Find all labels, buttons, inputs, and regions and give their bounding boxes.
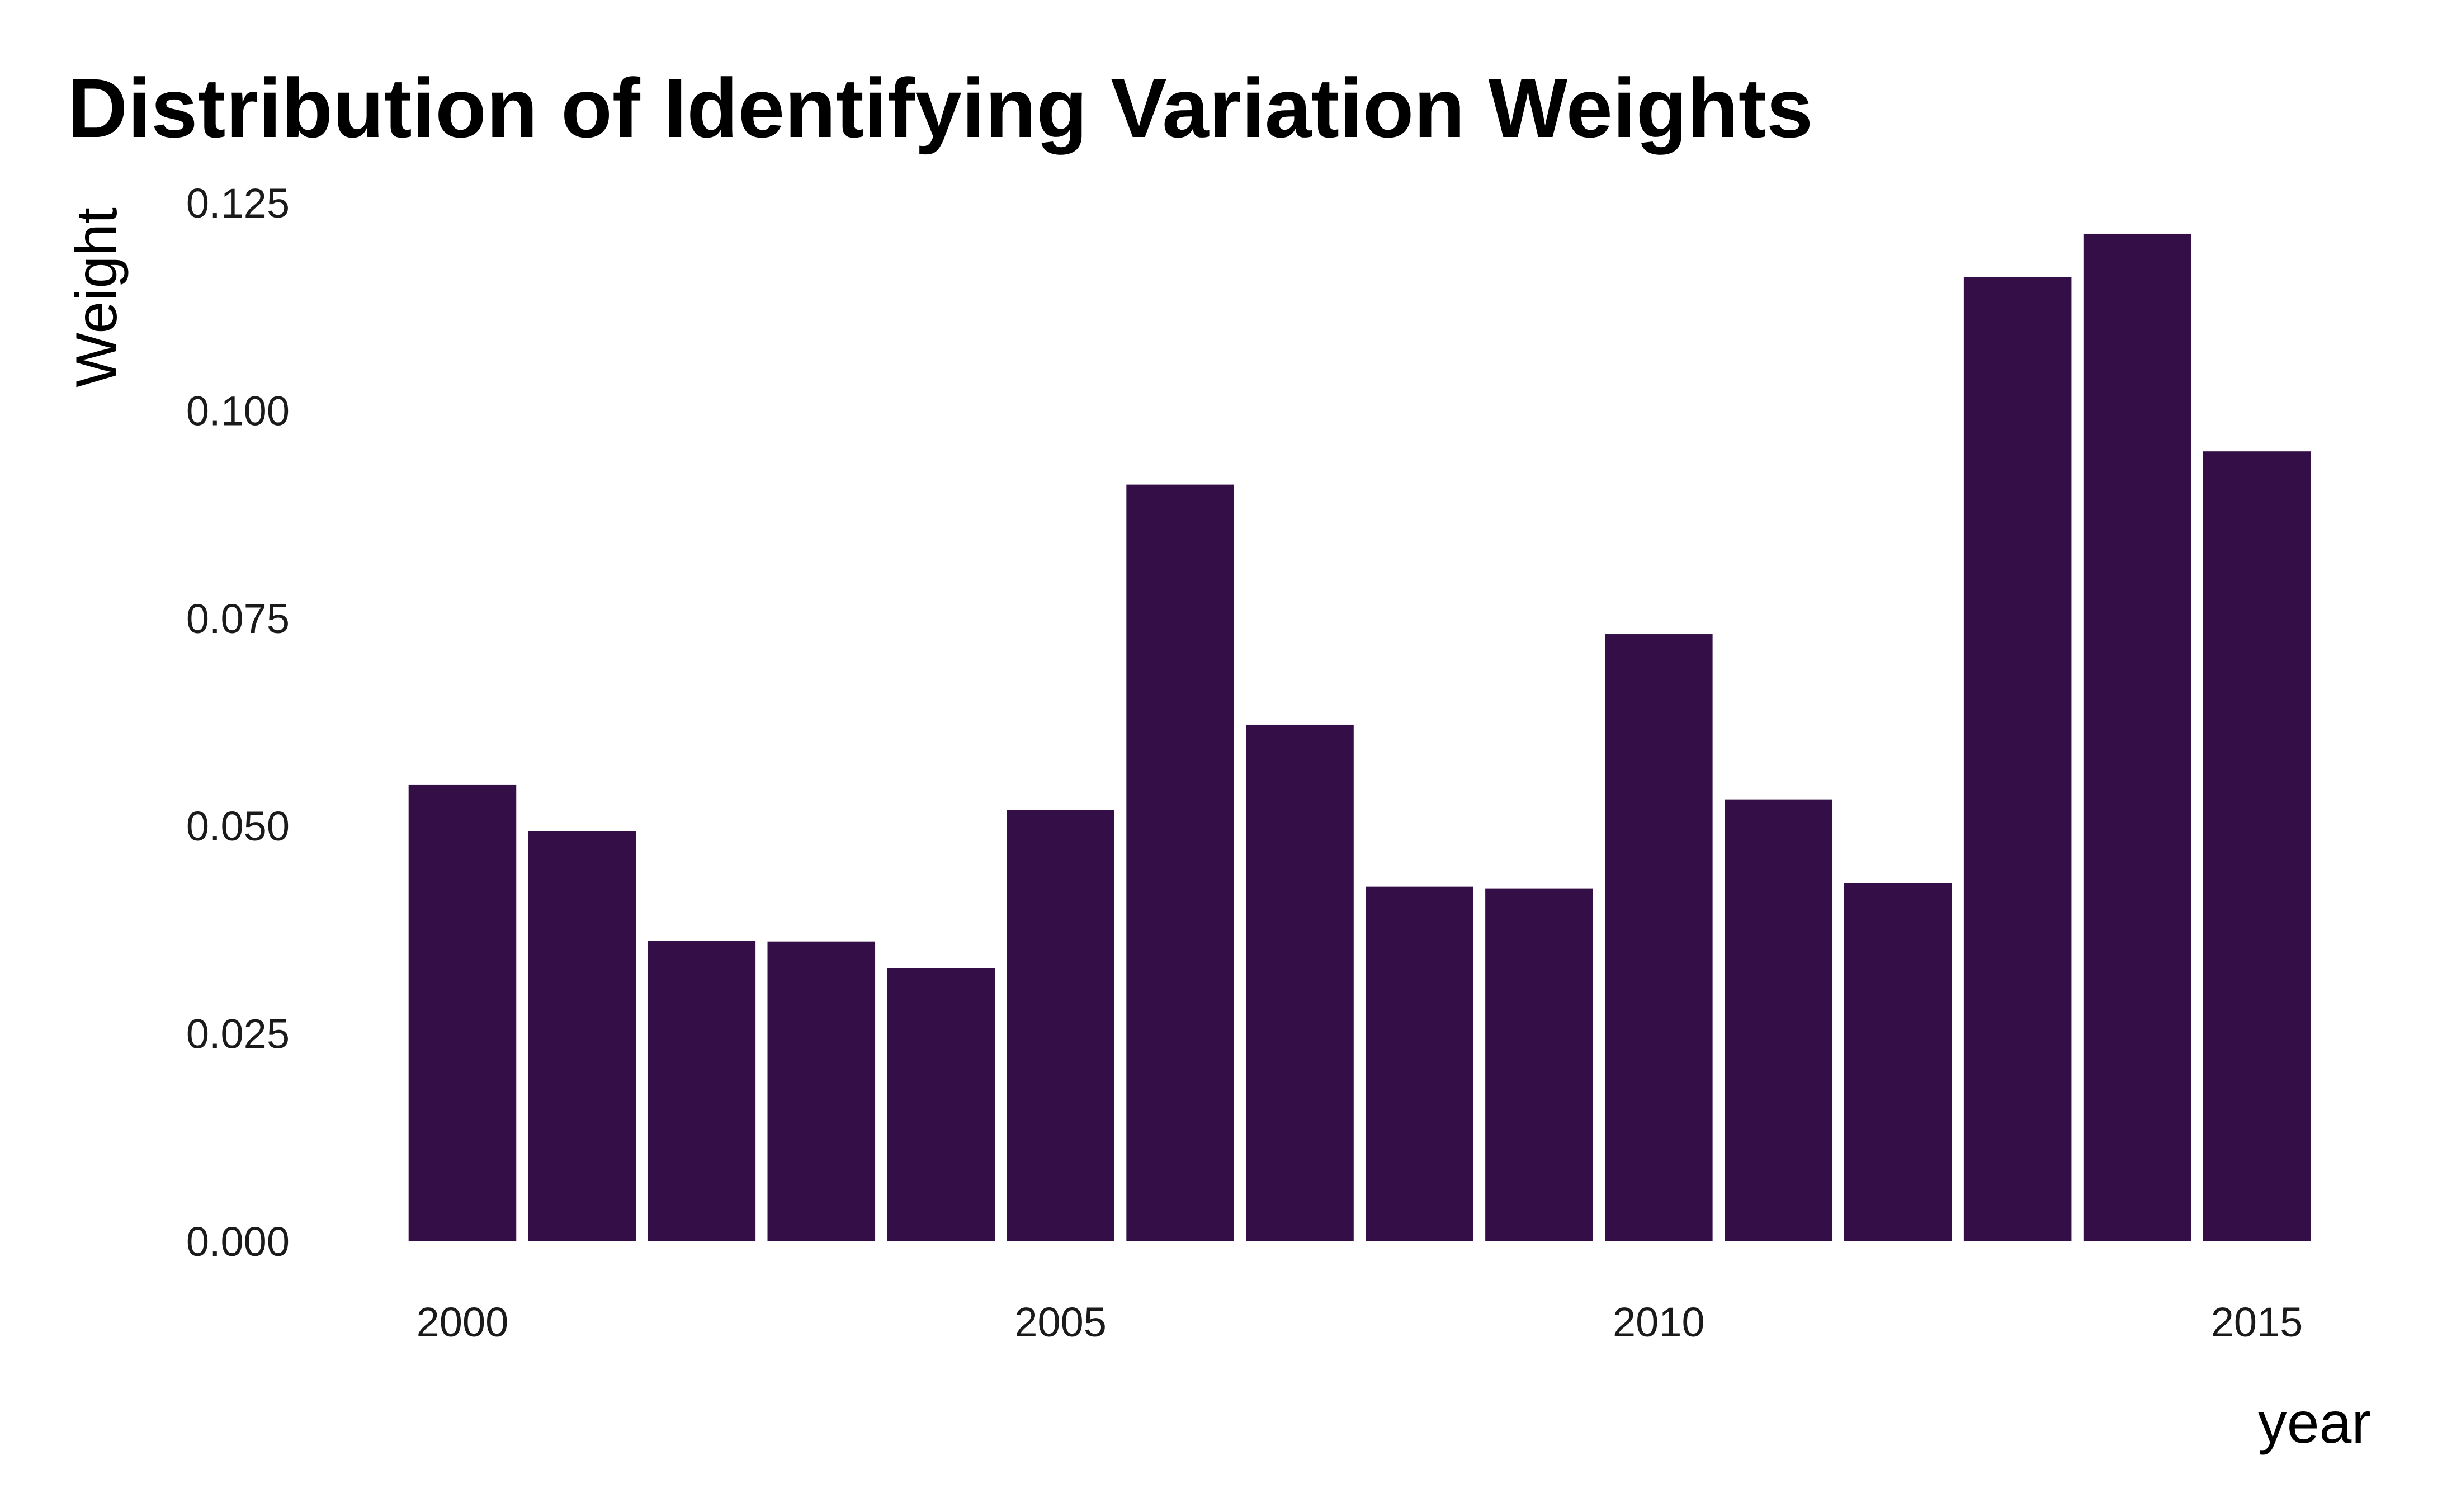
bar-2006: [1126, 484, 1234, 1241]
x-axis-title: year: [2258, 1391, 2371, 1456]
bar-2011: [1725, 799, 1832, 1241]
bar-2010: [1605, 634, 1713, 1241]
bars: [408, 233, 2311, 1242]
y-tick-label: 0.025: [186, 1011, 290, 1057]
bar-2008: [1366, 886, 1473, 1241]
bar-2001: [528, 831, 636, 1241]
x-tick-label: 2005: [1014, 1299, 1107, 1345]
x-tick-label: 2000: [417, 1299, 509, 1345]
x-axis-ticks: 2000 2005 2010 2015: [417, 1299, 2303, 1345]
y-tick-label: 0.050: [186, 803, 290, 849]
bar-2012: [1844, 883, 1952, 1241]
x-tick-label: 2015: [2211, 1299, 2303, 1345]
bar-2003: [767, 941, 876, 1241]
bar-2009: [1485, 888, 1593, 1241]
y-tick-label: 0.125: [186, 180, 290, 226]
bar-2000: [408, 784, 517, 1241]
chart-title: Distribution of Identifying Variation We…: [67, 61, 1813, 155]
bar-2004: [887, 968, 995, 1241]
bar-2015: [2203, 451, 2311, 1242]
y-axis-ticks: 0.000 0.025 0.050 0.075 0.100 0.125: [186, 180, 290, 1265]
bar-2005: [1007, 810, 1114, 1241]
bar-2014: [2083, 233, 2191, 1242]
y-tick-label: 0.000: [186, 1218, 290, 1265]
bar-2013: [1963, 277, 2072, 1242]
y-tick-label: 0.075: [186, 596, 290, 642]
x-tick-label: 2010: [1613, 1299, 1705, 1345]
y-axis-title: Weight: [64, 207, 129, 388]
y-tick-label: 0.100: [186, 388, 290, 434]
bar-2007: [1246, 724, 1354, 1241]
bar-2002: [648, 941, 756, 1241]
